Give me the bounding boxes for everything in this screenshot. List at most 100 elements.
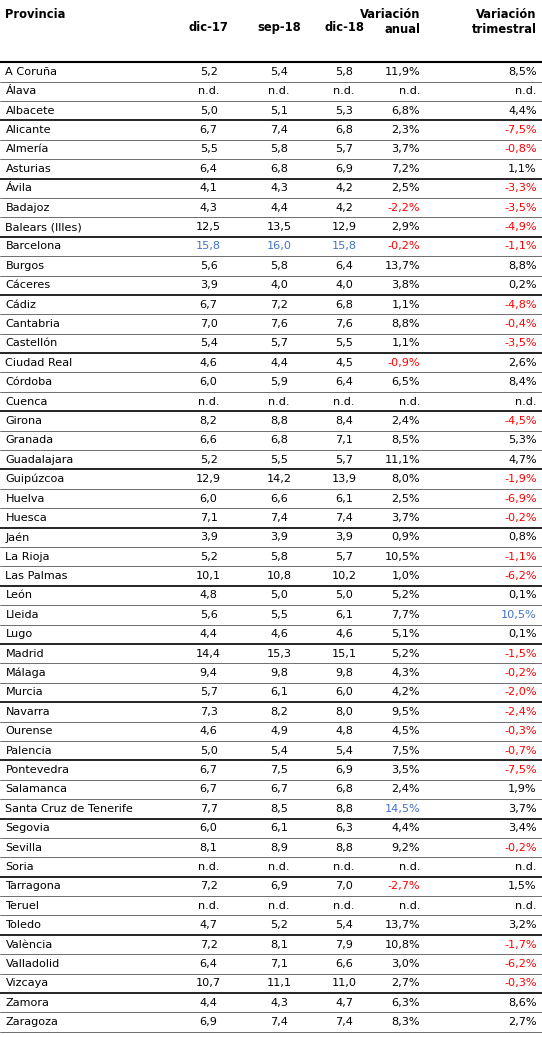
Text: -7,5%: -7,5% xyxy=(504,125,537,135)
Text: 5,4: 5,4 xyxy=(335,920,353,930)
Text: Cádiz: Cádiz xyxy=(5,300,36,310)
Text: Cuenca: Cuenca xyxy=(5,396,48,407)
Text: 5,4: 5,4 xyxy=(200,338,217,348)
Text: 7,2: 7,2 xyxy=(200,940,217,950)
Text: Variación
trimestral: Variación trimestral xyxy=(472,8,537,36)
Text: 8,9: 8,9 xyxy=(270,843,288,852)
Text: 13,7%: 13,7% xyxy=(384,920,420,930)
Text: Málaga: Málaga xyxy=(5,668,46,678)
Text: 4,5%: 4,5% xyxy=(391,726,420,736)
Text: -1,1%: -1,1% xyxy=(504,242,537,251)
Text: 5,7: 5,7 xyxy=(335,455,353,465)
Text: 5,7: 5,7 xyxy=(335,552,353,562)
Text: n.d.: n.d. xyxy=(515,86,537,96)
Text: Vizcaya: Vizcaya xyxy=(5,978,49,988)
Text: 4,1: 4,1 xyxy=(200,184,217,193)
Text: 9,4: 9,4 xyxy=(200,668,217,678)
Text: Teruel: Teruel xyxy=(5,901,40,910)
Text: 10,5%: 10,5% xyxy=(501,610,537,620)
Text: 4,6: 4,6 xyxy=(200,726,217,736)
Text: 4,6: 4,6 xyxy=(200,358,217,368)
Text: 6,0: 6,0 xyxy=(335,688,353,698)
Text: 5,5: 5,5 xyxy=(270,455,288,465)
Text: Barcelona: Barcelona xyxy=(5,242,62,251)
Text: -2,7%: -2,7% xyxy=(388,881,420,892)
Text: 8,4: 8,4 xyxy=(335,416,353,426)
Text: Salamanca: Salamanca xyxy=(5,784,67,794)
Text: -6,2%: -6,2% xyxy=(504,571,537,581)
Text: Albacete: Albacete xyxy=(5,106,55,116)
Text: 7,4: 7,4 xyxy=(270,1017,288,1027)
Text: 11,1%: 11,1% xyxy=(384,455,420,465)
Text: La Rioja: La Rioja xyxy=(5,552,50,562)
Text: 5,4: 5,4 xyxy=(270,67,288,77)
Text: 6,9: 6,9 xyxy=(335,164,353,174)
Text: -4,8%: -4,8% xyxy=(504,300,537,310)
Text: 8,6%: 8,6% xyxy=(508,998,537,1008)
Text: Almería: Almería xyxy=(5,144,49,155)
Text: Lugo: Lugo xyxy=(5,629,33,639)
Text: 5,2: 5,2 xyxy=(270,920,288,930)
Text: 9,8: 9,8 xyxy=(270,668,288,678)
Text: -6,2%: -6,2% xyxy=(504,959,537,969)
Text: Huelva: Huelva xyxy=(5,494,45,504)
Text: n.d.: n.d. xyxy=(198,862,220,872)
Text: Las Palmas: Las Palmas xyxy=(5,571,68,581)
Text: -4,5%: -4,5% xyxy=(504,416,537,426)
Text: 3,2%: 3,2% xyxy=(508,920,537,930)
Text: Provincia: Provincia xyxy=(5,8,66,22)
Text: n.d.: n.d. xyxy=(333,862,355,872)
Text: 5,7: 5,7 xyxy=(335,144,353,155)
Text: Toledo: Toledo xyxy=(5,920,41,930)
Text: n.d.: n.d. xyxy=(268,396,290,407)
Text: n.d.: n.d. xyxy=(515,396,537,407)
Text: sep-18: sep-18 xyxy=(257,21,301,33)
Text: 8,2: 8,2 xyxy=(270,707,288,717)
Text: 7,1: 7,1 xyxy=(200,513,217,523)
Text: 2,6%: 2,6% xyxy=(508,358,537,368)
Text: 7,6: 7,6 xyxy=(270,319,288,329)
Text: 7,4: 7,4 xyxy=(335,1017,353,1027)
Text: 5,6: 5,6 xyxy=(200,610,217,620)
Text: 2,5%: 2,5% xyxy=(391,184,420,193)
Text: 4,4%: 4,4% xyxy=(508,106,537,116)
Text: 5,7: 5,7 xyxy=(200,688,217,698)
Text: Badajoz: Badajoz xyxy=(5,202,50,213)
Text: 3,9: 3,9 xyxy=(335,532,353,542)
Text: 5,2%: 5,2% xyxy=(391,649,420,658)
Text: Segovia: Segovia xyxy=(5,823,50,833)
Text: 5,2: 5,2 xyxy=(200,552,217,562)
Text: 4,4%: 4,4% xyxy=(391,823,420,833)
Text: 6,5%: 6,5% xyxy=(391,377,420,387)
Text: 4,7: 4,7 xyxy=(200,920,217,930)
Text: Álava: Álava xyxy=(5,86,37,96)
Text: 6,8: 6,8 xyxy=(335,125,353,135)
Text: -6,9%: -6,9% xyxy=(504,494,537,504)
Text: 7,2: 7,2 xyxy=(200,881,217,892)
Text: 5,5: 5,5 xyxy=(270,610,288,620)
Text: León: León xyxy=(5,590,33,600)
Text: 1,1%: 1,1% xyxy=(391,338,420,348)
Text: 3,5%: 3,5% xyxy=(391,765,420,775)
Text: 15,8: 15,8 xyxy=(196,242,221,251)
Text: 4,5: 4,5 xyxy=(335,358,353,368)
Text: 9,8: 9,8 xyxy=(335,668,353,678)
Text: Zaragoza: Zaragoza xyxy=(5,1017,59,1027)
Text: -1,1%: -1,1% xyxy=(504,552,537,562)
Text: 5,3%: 5,3% xyxy=(508,436,537,445)
Text: 4,7%: 4,7% xyxy=(508,455,537,465)
Text: 1,0%: 1,0% xyxy=(391,571,420,581)
Text: 13,5: 13,5 xyxy=(267,222,292,232)
Text: 6,1: 6,1 xyxy=(270,823,288,833)
Text: 6,7: 6,7 xyxy=(200,300,217,310)
Text: 6,0: 6,0 xyxy=(200,377,217,387)
Text: -0,2%: -0,2% xyxy=(504,843,537,852)
Text: 4,2: 4,2 xyxy=(335,184,353,193)
Text: 7,6: 7,6 xyxy=(335,319,353,329)
Text: 7,9: 7,9 xyxy=(335,940,353,950)
Text: Ávila: Ávila xyxy=(5,184,33,193)
Text: 9,2%: 9,2% xyxy=(391,843,420,852)
Text: Huesca: Huesca xyxy=(5,513,47,523)
Text: 8,1: 8,1 xyxy=(270,940,288,950)
Text: -1,9%: -1,9% xyxy=(504,474,537,484)
